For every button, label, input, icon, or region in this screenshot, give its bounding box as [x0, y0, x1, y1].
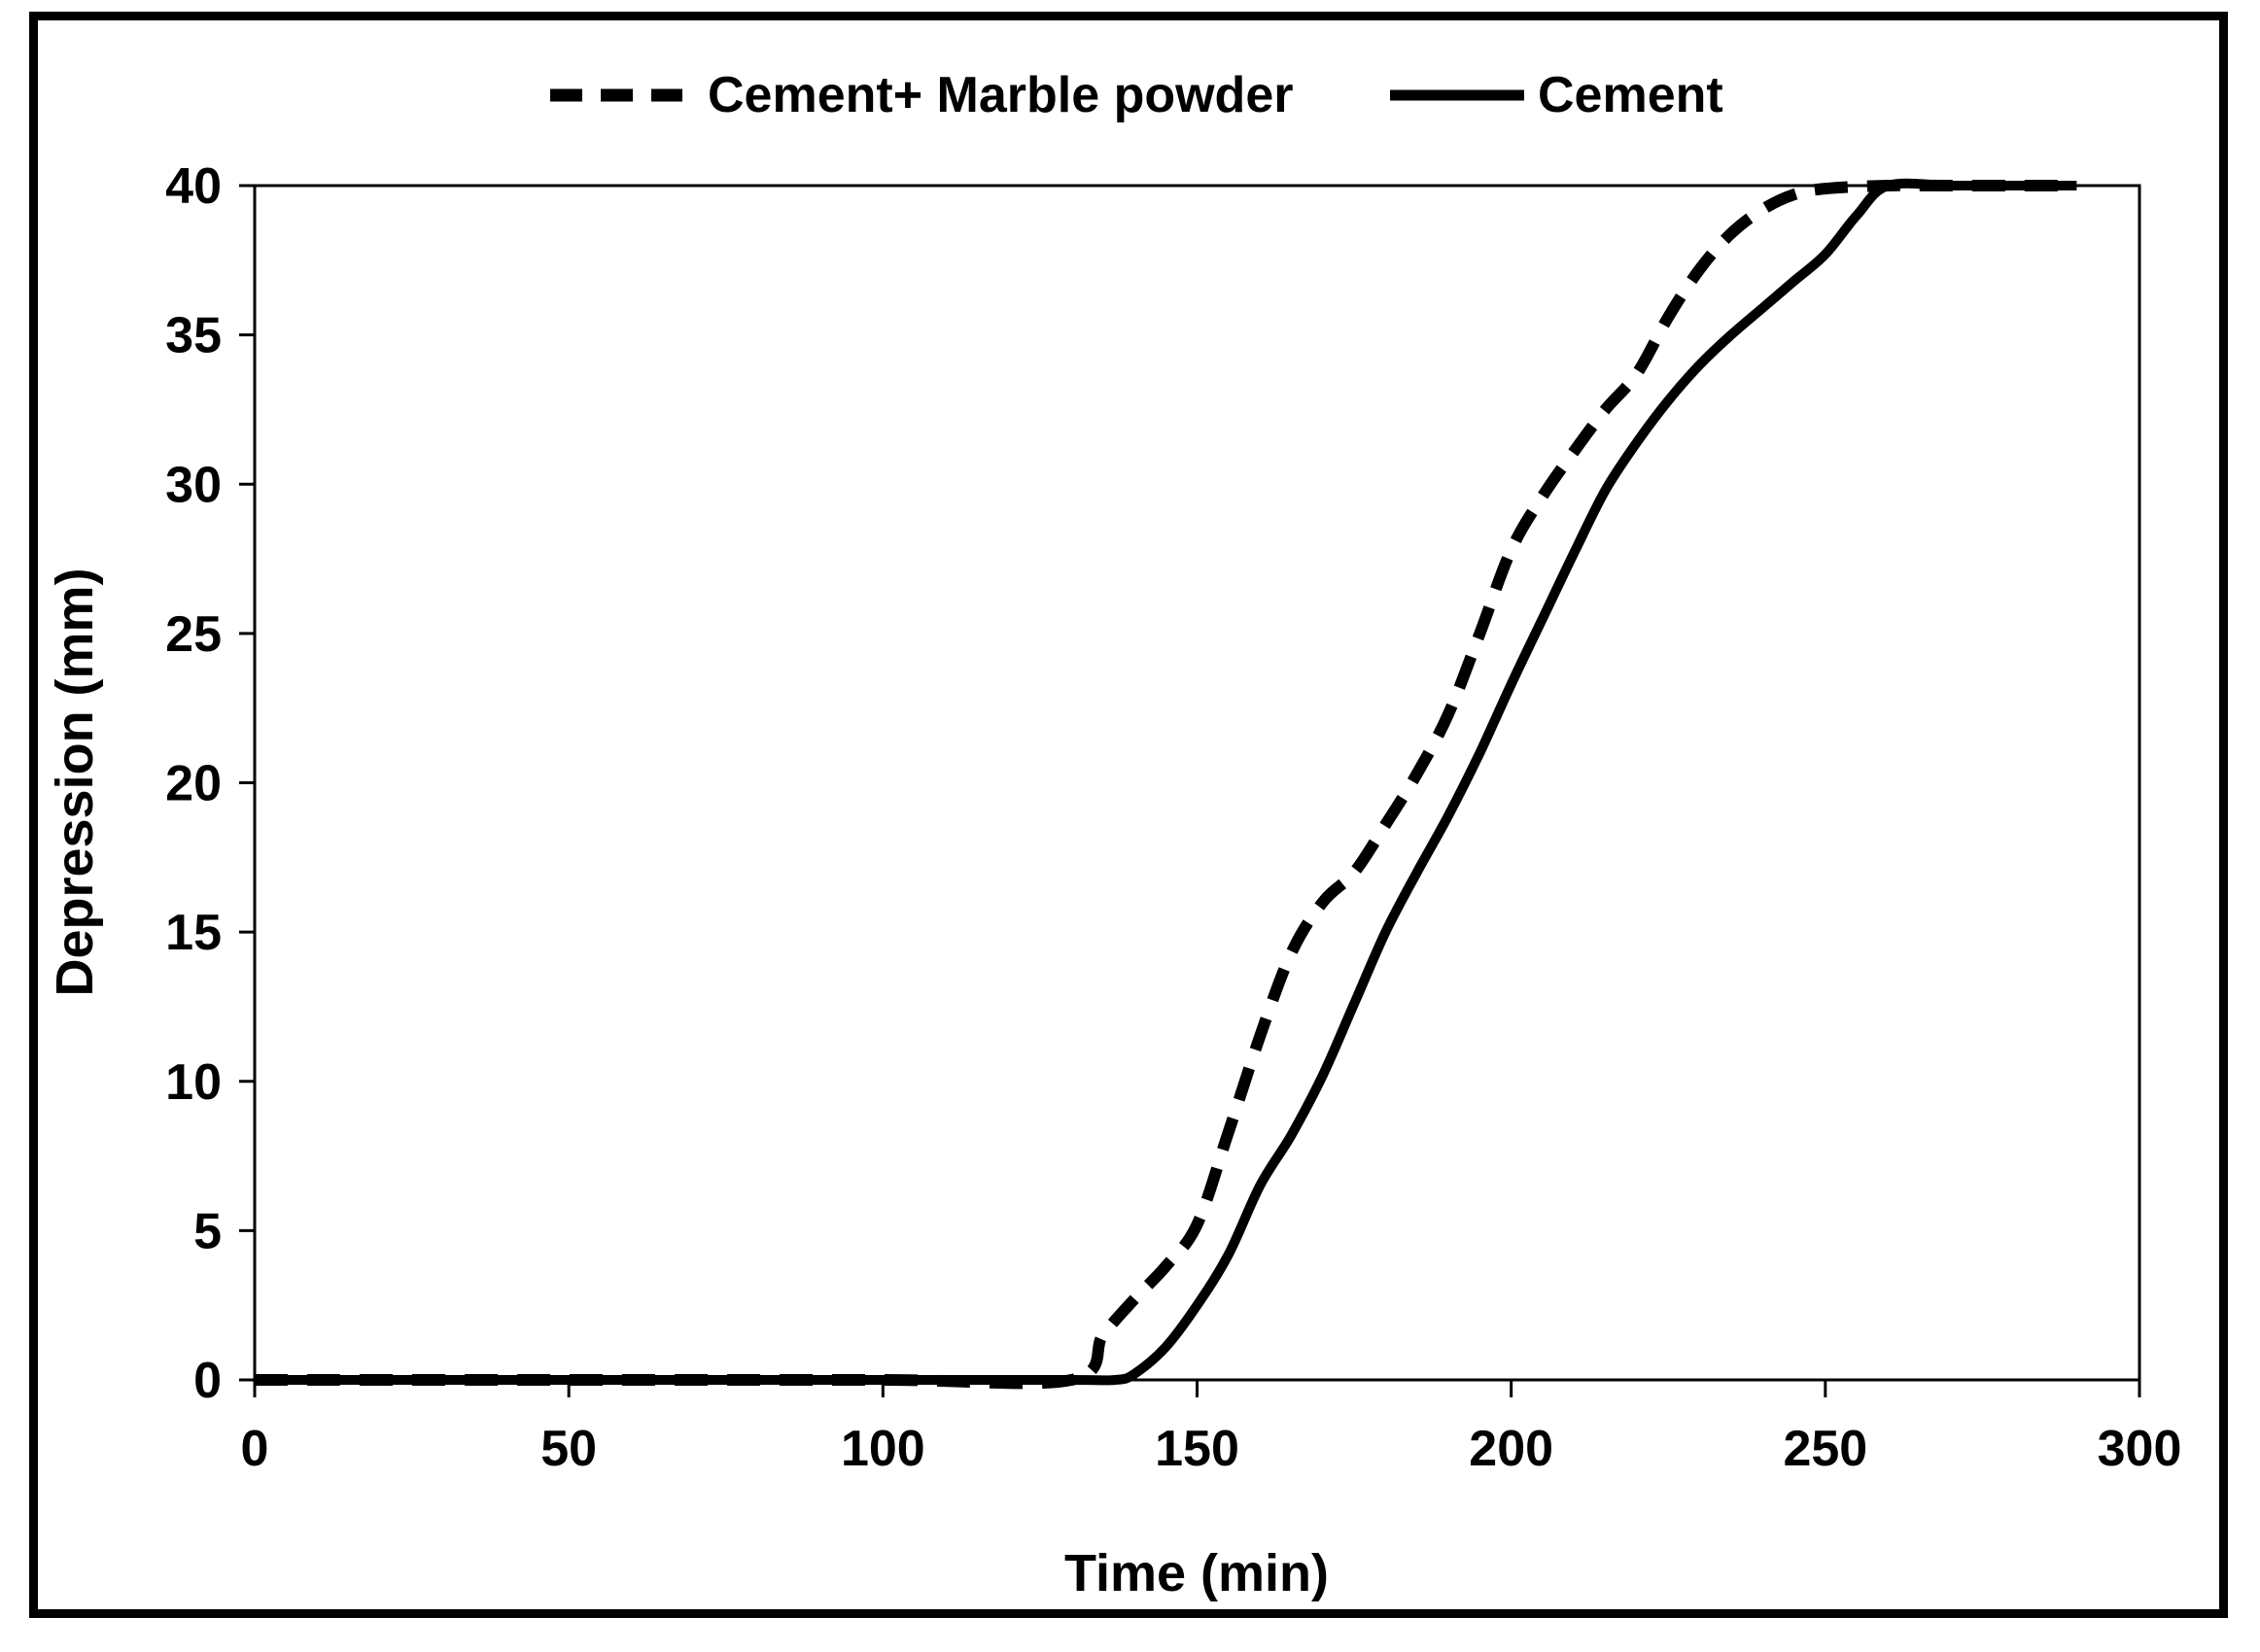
- x-axis-title: Time (min): [1064, 1544, 1329, 1602]
- plot-area: [253, 184, 2141, 1382]
- y-tick-label: 40: [165, 158, 222, 215]
- x-tick-label: 200: [1469, 1421, 1553, 1477]
- y-tick-label: 30: [165, 457, 222, 513]
- y-tick-label: 20: [165, 756, 222, 812]
- legend-label-marble: Cement+ Marble powder: [708, 67, 1293, 123]
- y-tick-label: 15: [165, 905, 222, 961]
- legend-label-cement: Cement: [1538, 67, 1723, 123]
- x-tick-label: 100: [841, 1421, 925, 1477]
- series-line-cement-marble-powder: [255, 179, 2077, 1390]
- y-tick-label: 5: [193, 1203, 222, 1259]
- y-axis: 0 5 10 15 20 25 30 35 40: [165, 158, 255, 1409]
- x-tick-label: 0: [241, 1421, 269, 1477]
- x-tick-label: 150: [1155, 1421, 1239, 1477]
- y-tick-label: 0: [193, 1353, 222, 1409]
- x-tick-label: 250: [1783, 1421, 1867, 1477]
- x-tick-label: 300: [2098, 1421, 2182, 1477]
- plot-border: [253, 184, 2141, 1382]
- legend: Cement+ Marble powder Cement: [550, 67, 1723, 123]
- y-tick-label: 10: [165, 1054, 222, 1111]
- y-tick-label: 35: [165, 308, 222, 364]
- y-axis-title: Depression (mm): [46, 568, 104, 996]
- series-line-cement: [255, 178, 2077, 1386]
- x-tick-label: 50: [540, 1421, 597, 1477]
- series-layer: [255, 178, 2077, 1390]
- x-axis: 0 50 100 150 200 250 300: [241, 1380, 2182, 1477]
- y-tick-label: 25: [165, 606, 222, 663]
- chart-frame: [29, 12, 2228, 1618]
